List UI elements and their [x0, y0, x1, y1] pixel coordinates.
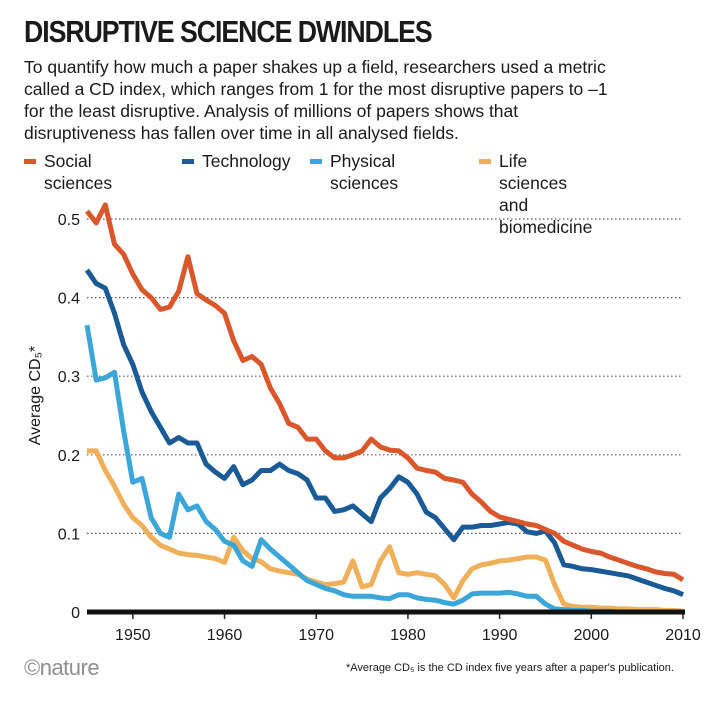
x-tick-label: 1970 — [298, 627, 334, 644]
y-tick-label: 0.3 — [58, 369, 80, 386]
y-tick-label: 0 — [71, 605, 80, 622]
legend-swatch — [24, 159, 36, 164]
x-tick-label: 1990 — [482, 627, 518, 644]
series-line-technology — [84, 268, 684, 598]
x-tick-label: 1980 — [390, 627, 426, 644]
legend-label: Physical sciences — [330, 151, 399, 193]
series-lines — [84, 202, 685, 615]
y-axis-ticks: 0 0.1 0.2 0.3 0.4 0.5 — [58, 212, 80, 622]
legend: Social sciences Technology Physical scie… — [24, 150, 714, 237]
legend-swatch — [182, 159, 194, 164]
y-axis-label: Average CD₅* — [27, 346, 44, 446]
series-line-social-sciences — [85, 202, 685, 582]
legend-label: Technology — [202, 151, 291, 171]
chart-subtitle: To quantify how much a paper shakes up a… — [24, 57, 608, 143]
legend-swatch — [310, 159, 322, 164]
legend-label: Social sciences — [44, 151, 113, 193]
legend-swatch — [479, 159, 491, 164]
x-tick-label: 2010 — [665, 627, 701, 644]
legend-label: Life sciences and biomedicine — [499, 151, 593, 237]
x-tick-label: 1960 — [207, 627, 243, 644]
line-chart: 0 0.1 0.2 0.3 0.4 0.5 1950 1960 1970 1980 1990 200… — [27, 202, 701, 644]
y-tick-label: 0.5 — [58, 212, 80, 229]
x-axis-ticks: 1950 1960 1970 1980 1990 2000 2010 — [115, 612, 701, 644]
x-tick-label: 2000 — [574, 627, 610, 644]
y-tick-label: 0.2 — [58, 448, 80, 465]
series-line-life-sciences — [87, 448, 684, 614]
chart-title: DISRUPTIVE SCIENCE DWINDLES — [24, 14, 433, 49]
x-tick-label: 1950 — [115, 627, 151, 644]
gridlines — [87, 218, 683, 534]
footnote: *Average CD₅ is the CD index five years … — [346, 662, 674, 674]
nature-logo: ©nature — [24, 655, 100, 680]
y-tick-label: 0.4 — [58, 291, 80, 308]
y-tick-label: 0.1 — [58, 526, 80, 543]
